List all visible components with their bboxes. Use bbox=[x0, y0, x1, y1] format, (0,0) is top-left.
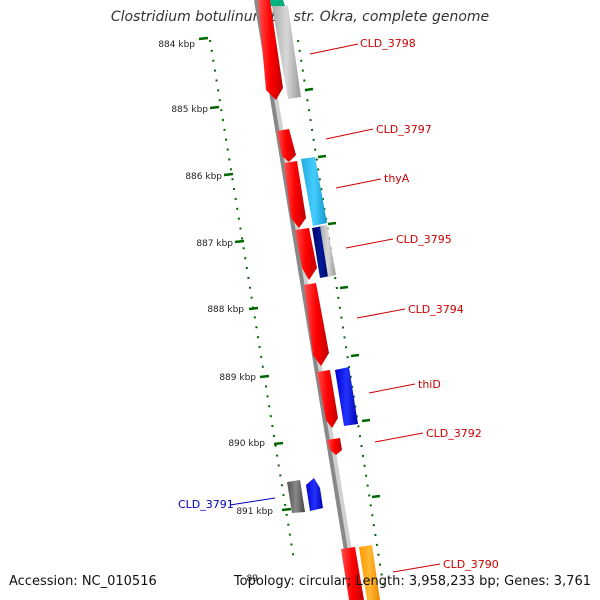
gene-arrow-cld3798-grey[interactable] bbox=[272, 6, 301, 99]
gene-block-cld3791-grey[interactable] bbox=[287, 480, 305, 513]
gene-label[interactable]: CLD_3790 bbox=[443, 558, 499, 571]
gene-block-thya-cyan[interactable] bbox=[301, 157, 327, 226]
gene-arrow-cld3791[interactable] bbox=[306, 478, 323, 511]
kbp-label: 884 kbp bbox=[158, 40, 195, 50]
gene-label[interactable]: CLD_3791 bbox=[178, 498, 234, 511]
gene-arrow-cld3794[interactable] bbox=[304, 283, 329, 366]
inner-ticks bbox=[198, 36, 292, 512]
gene-block-cld3795-navy[interactable] bbox=[312, 226, 330, 278]
kbp-label: 887 kbp bbox=[196, 239, 233, 249]
gene-arrow-cld3797[interactable] bbox=[277, 129, 296, 162]
label-connector-reverse bbox=[229, 497, 276, 506]
kbp-label: 891 kbp bbox=[236, 507, 273, 517]
accession-text: Accession: NC_010516 bbox=[9, 574, 157, 589]
gene-arrow-cld3792[interactable] bbox=[327, 438, 342, 455]
map-title: Clostridium botulinum B1 str. Okra, comp… bbox=[110, 9, 490, 25]
genome-summary-text: Topology: circular; Length: 3,958,233 bp… bbox=[233, 574, 591, 589]
kbp-label: 89 bbox=[247, 574, 259, 584]
kbp-label: 890 kbp bbox=[228, 439, 265, 449]
label-connectors bbox=[309, 43, 441, 573]
backbone bbox=[254, 0, 356, 600]
gene-block-cld3790-orange[interactable] bbox=[359, 545, 380, 600]
gene-arrow-thya[interactable] bbox=[284, 161, 306, 228]
gene-arrow-cld3795[interactable] bbox=[295, 228, 317, 280]
gene-label[interactable]: thiD bbox=[418, 378, 441, 391]
gene-label[interactable]: CLD_3797 bbox=[376, 123, 432, 136]
gene-label[interactable]: CLD_3795 bbox=[396, 233, 452, 246]
kbp-label: 889 kbp bbox=[219, 373, 256, 383]
gene-block-thid-blue[interactable] bbox=[335, 367, 358, 426]
gene-block-cld3795-grey[interactable] bbox=[320, 225, 336, 277]
inner-dotted-ruler bbox=[209, 39, 295, 561]
gene-label[interactable]: thyA bbox=[384, 172, 410, 185]
gene-fragment-teal[interactable] bbox=[268, 0, 285, 6]
gene-arrow-cld3798[interactable] bbox=[258, 0, 283, 100]
gene-arrow-thid[interactable] bbox=[317, 370, 338, 428]
kbp-label: 885 kbp bbox=[171, 105, 208, 115]
kbp-label: 888 kbp bbox=[207, 305, 244, 315]
gene-label[interactable]: CLD_3792 bbox=[426, 427, 482, 440]
kbp-label: 886 kbp bbox=[185, 172, 222, 182]
gene-label[interactable]: CLD_3794 bbox=[408, 303, 464, 316]
gene-arrow-cld3790[interactable] bbox=[341, 547, 364, 600]
outer-ticks bbox=[304, 87, 381, 499]
gene-label[interactable]: CLD_3798 bbox=[360, 37, 416, 50]
